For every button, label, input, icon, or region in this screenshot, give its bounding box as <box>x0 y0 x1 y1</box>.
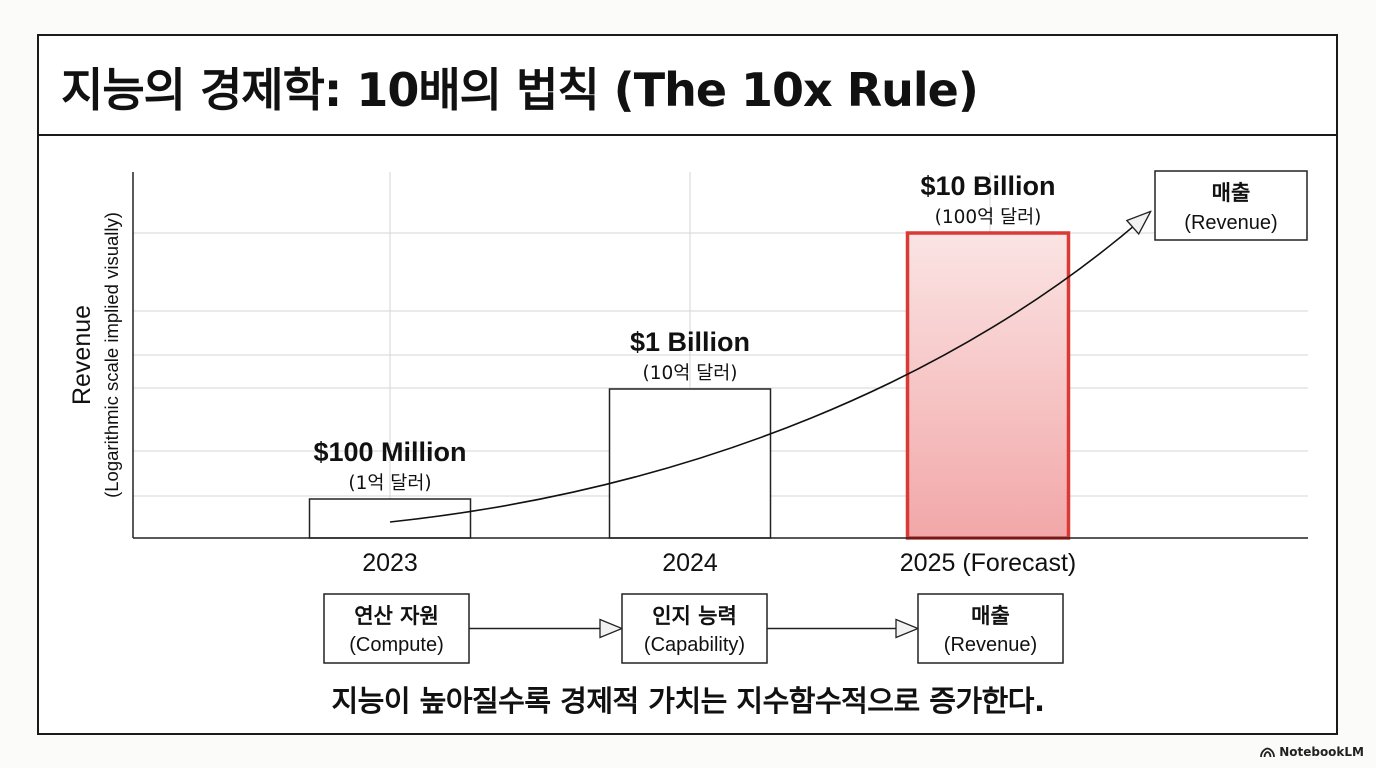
flow-box-1: 연산 자원 (Compute) <box>323 593 470 664</box>
value-sublabel-1: (1억 달러) <box>348 473 431 494</box>
trend-target-sublabel: (Revenue) <box>1184 212 1277 234</box>
y-axis-label: Revenue <box>68 305 96 405</box>
notebooklm-logo-icon <box>1260 747 1276 757</box>
flow-sublabel: (Compute) <box>349 634 443 656</box>
bars <box>308 231 1071 540</box>
trend-target-box: 매출 (Revenue) <box>1154 170 1308 241</box>
y-axis-note: (Logarithmic scale implied visually) <box>101 212 122 498</box>
flow-diagram: 연산 자원 (Compute) 인지 능력 (Capability) 매출 (Revenu… <box>323 593 1064 664</box>
flow-box-frame <box>917 593 1064 664</box>
trend-target-label: 매출 <box>1212 181 1251 205</box>
flow-box-frame <box>621 593 768 664</box>
value-label-1: $100 Million <box>313 437 466 467</box>
flow-label: 인지 능력 <box>652 604 737 628</box>
brand-watermark: NotebookLM <box>1260 745 1364 759</box>
flow-box-2: 인지 능력 (Capability) <box>621 593 768 664</box>
x-tick-label-3: 2025 (Forecast) <box>900 549 1076 577</box>
x-tick-label-1: 2023 <box>362 549 418 577</box>
flow-sublabel: (Capability) <box>644 634 745 656</box>
bar-2024 <box>608 388 772 539</box>
flow-sublabel: (Revenue) <box>944 634 1037 656</box>
brand-label: NotebookLM <box>1279 745 1364 759</box>
labels: $100 Million (1억 달러) 2023 $1 Billion (10억 달러… <box>313 171 1076 577</box>
axes <box>132 172 1308 539</box>
value-label-3: $10 Billion <box>920 171 1055 201</box>
x-tick-label-2: 2024 <box>662 549 718 577</box>
flow-label: 연산 자원 <box>354 604 439 628</box>
bar-2023 <box>308 498 472 539</box>
flow-label: 매출 <box>971 604 1010 628</box>
flow-box-3: 매출 (Revenue) <box>917 593 1064 664</box>
value-label-2: $1 Billion <box>630 327 750 357</box>
flow-box-frame <box>323 593 470 664</box>
y-axis-title: Revenue (Logarithmic scale implied visua… <box>68 212 122 498</box>
value-sublabel-2: (10억 달러) <box>643 363 738 384</box>
title-bar: 지능의 경제학: 10배의 법칙 (The 10x Rule) <box>39 36 1336 136</box>
bottom-caption: 지능이 높아질수록 경제적 가치는 지수함수적으로 증가한다. <box>331 684 1046 718</box>
value-sublabel-3: (100억 달러) <box>935 207 1042 228</box>
bar-2025 <box>905 231 1071 540</box>
page-title: 지능의 경제학: 10배의 법칙 (The 10x Rule) <box>61 63 979 117</box>
trend-arrow <box>389 212 1150 523</box>
